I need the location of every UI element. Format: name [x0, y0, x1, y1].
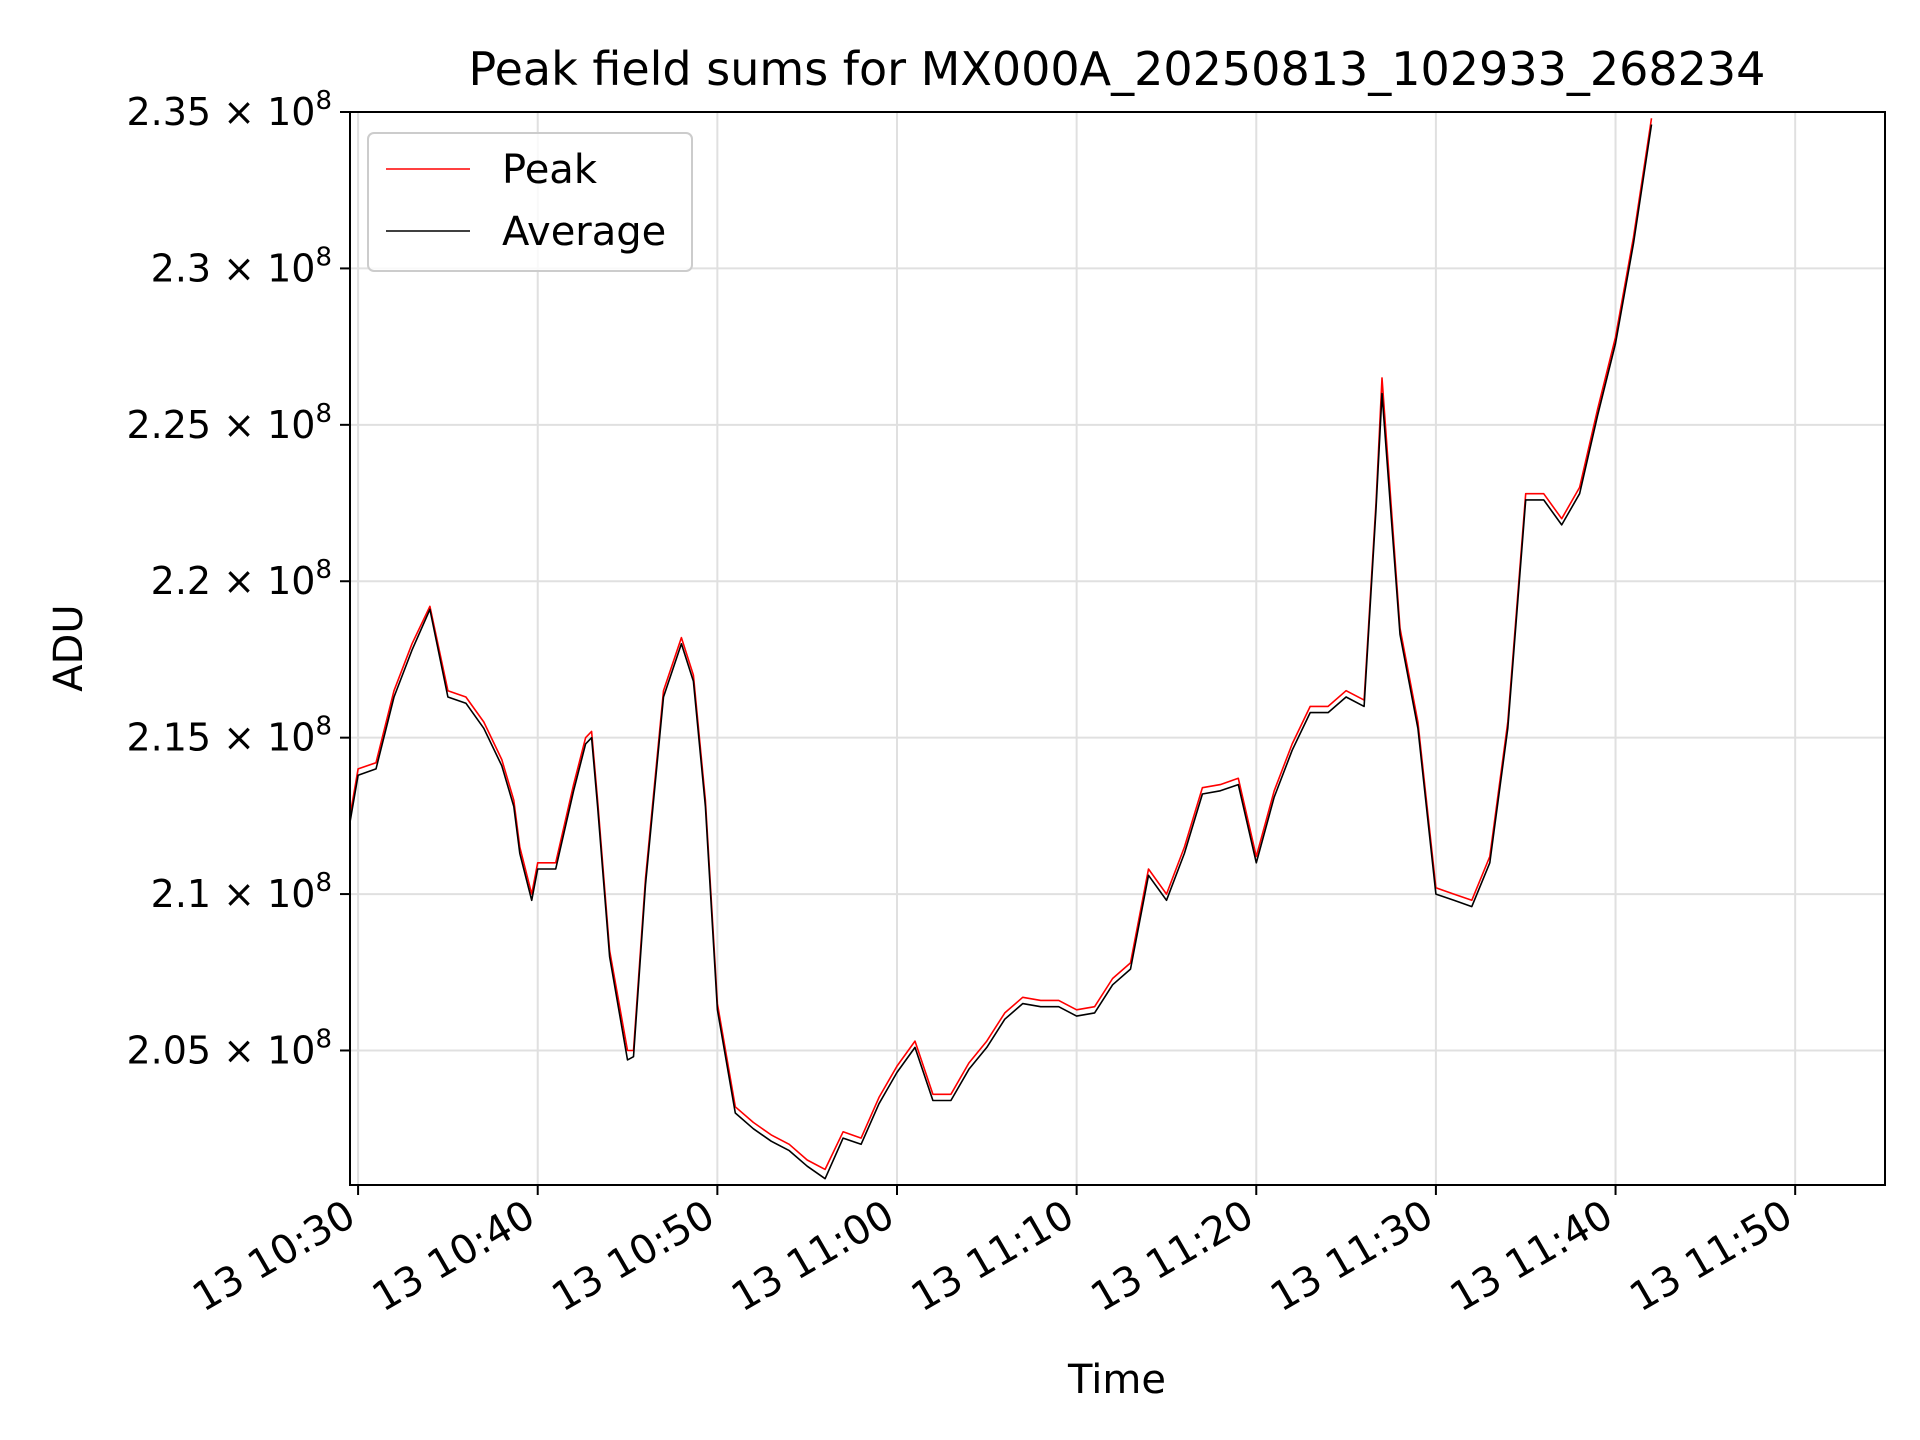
y-tick-exponent: 8: [315, 712, 332, 742]
y-tick-mantissa: 2.35: [126, 90, 223, 134]
series-line-average: [350, 124, 1653, 1180]
y-tick-multiplier: × 10: [223, 90, 315, 134]
y-tick-multiplier: × 10: [223, 559, 315, 603]
y-tick-label: 2.25 × 108: [126, 399, 332, 447]
y-tick-mantissa: 2.3: [151, 246, 224, 290]
y-tick-exponent: 8: [315, 555, 332, 585]
y-tick-label: 2.1 × 108: [151, 868, 332, 916]
y-tick-multiplier: × 10: [223, 1028, 315, 1072]
y-tick-mantissa: 2.05: [126, 1028, 223, 1072]
y-tick-label: 2.15 × 108: [126, 712, 332, 760]
y-tick-exponent: 8: [315, 242, 332, 272]
y-tick-exponent: 8: [315, 1024, 332, 1054]
y-tick-multiplier: × 10: [223, 716, 315, 760]
y-tick-mantissa: 2.25: [126, 403, 223, 447]
y-tick-multiplier: × 10: [223, 246, 315, 290]
y-tick-exponent: 8: [315, 86, 332, 116]
y-tick-label: 2.05 × 108: [126, 1024, 332, 1072]
x-axis-label: Time: [1067, 1357, 1166, 1403]
y-tick-mantissa: 2.1: [151, 872, 224, 916]
legend-box: [367, 132, 693, 272]
chart-title: Peak field sums for MX000A_20250813_1029…: [469, 42, 1766, 96]
y-axis-label: ADU: [46, 604, 92, 691]
legend-label-peak: Peak: [502, 147, 598, 193]
y-tick-exponent: 8: [315, 399, 332, 429]
grid-lines: [350, 111, 1885, 1185]
series-lines: [350, 118, 1653, 1180]
y-tick-mantissa: 2.15: [126, 716, 223, 760]
legend: Peak Average: [367, 132, 693, 272]
y-tick-label: 2.3 × 108: [151, 242, 332, 290]
legend-label-average: Average: [502, 209, 666, 255]
plot-area-frame: [349, 111, 1886, 1186]
y-tick-label: 2.35 × 108: [126, 86, 332, 134]
y-tick-exponent: 8: [315, 868, 332, 898]
y-tick-multiplier: × 10: [223, 403, 315, 447]
series-line-peak: [350, 118, 1653, 1171]
y-tick-label: 2.2 × 108: [151, 555, 332, 603]
y-tick-mantissa: 2.2: [151, 559, 224, 603]
y-tick-multiplier: × 10: [223, 872, 315, 916]
